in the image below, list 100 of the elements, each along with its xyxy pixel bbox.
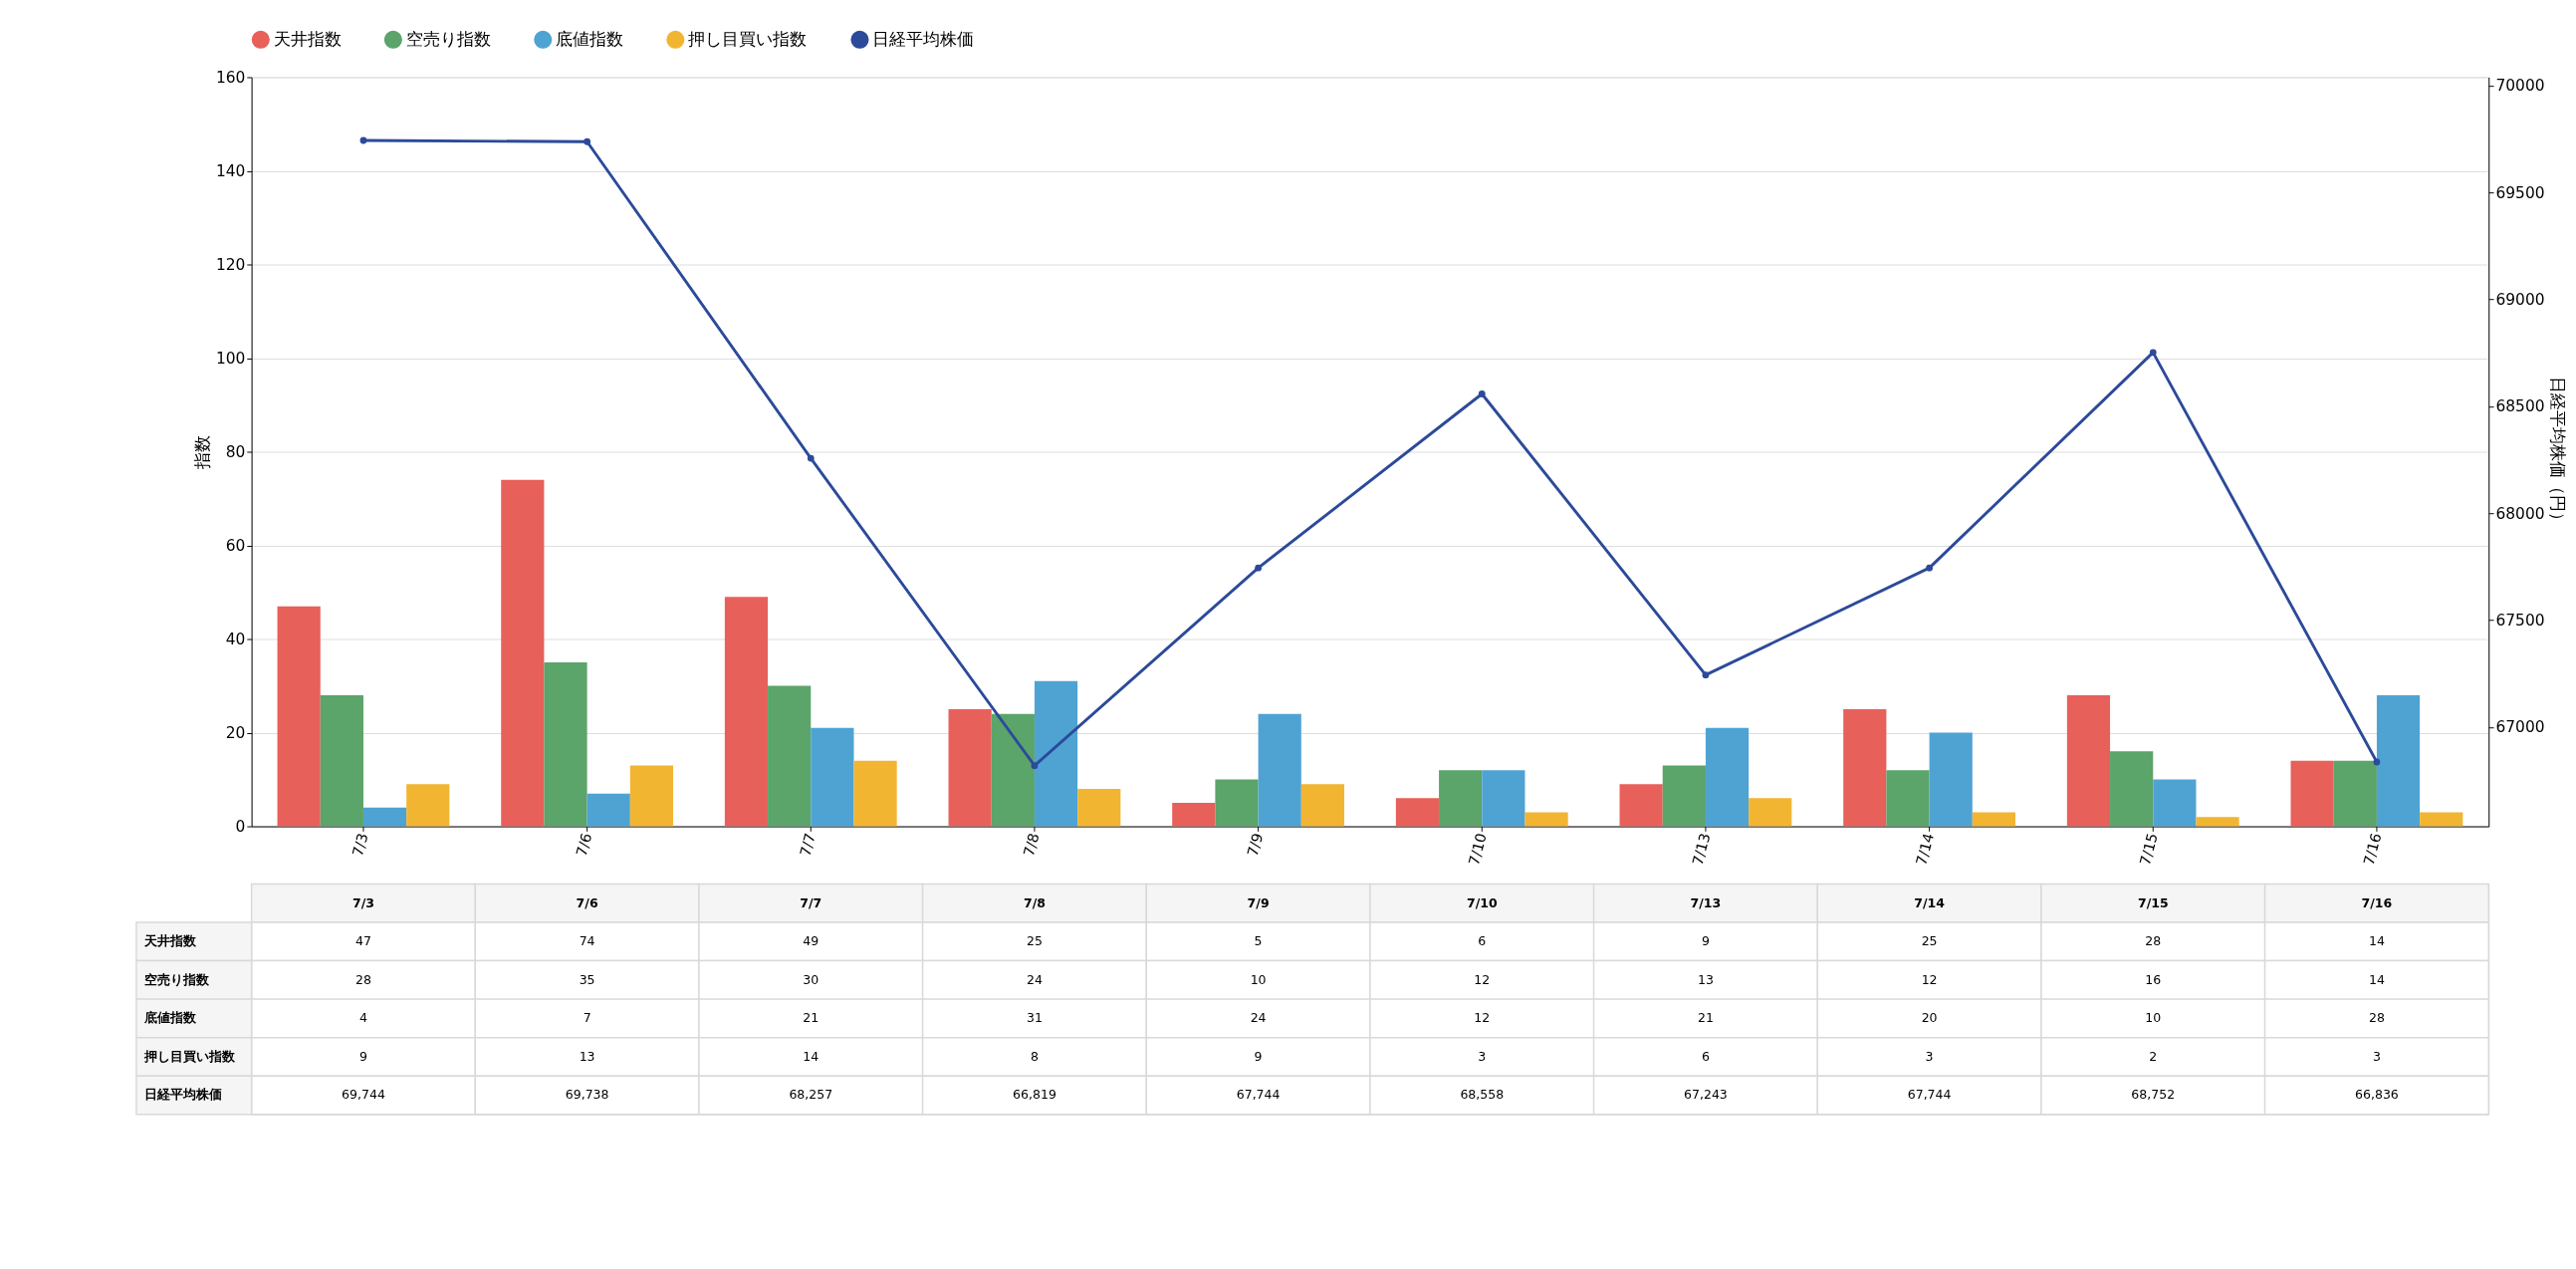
bar	[1524, 812, 1568, 827]
data-label: 10	[1250, 971, 1267, 987]
text: 底値指数	[143, 1010, 196, 1026]
y-tick-label: 140	[215, 161, 246, 180]
y2-tick-label: 69500	[2495, 183, 2545, 202]
bar	[1929, 732, 1973, 827]
data-label: 3	[1478, 1048, 1487, 1064]
point	[584, 137, 591, 145]
bar	[1395, 798, 1440, 827]
data-label: 24	[1026, 971, 1043, 987]
category-label: 7/8	[1023, 894, 1046, 910]
y2-tick-label: 69000	[2495, 290, 2545, 309]
category-label: 7/13	[1690, 894, 1722, 910]
data-label: 9	[1254, 1048, 1263, 1064]
bar	[629, 765, 674, 827]
x-tick-label: 7/8	[1021, 831, 1043, 859]
data-label: 67,243	[1684, 1087, 1728, 1103]
bar	[1439, 770, 1483, 827]
bar	[2376, 694, 2421, 827]
y-tick-label: 0	[235, 817, 246, 836]
data-label: 68,257	[789, 1087, 833, 1103]
bar	[2290, 760, 2334, 827]
data-label: 47	[354, 933, 371, 949]
x-tick-label: 7/15	[2136, 831, 2161, 868]
y-tick-label: 80	[225, 442, 246, 461]
data-label: 6	[1701, 1048, 1710, 1064]
x-tick-label: 7/7	[797, 831, 819, 859]
data-label: 68,558	[1460, 1087, 1505, 1103]
x-tick-label: 7/16	[2360, 831, 2385, 868]
data-label: 28	[2145, 933, 2162, 949]
legend-label: 押し目買い指数	[688, 28, 808, 49]
bar	[277, 606, 321, 827]
bar	[768, 685, 812, 827]
y-tick-label: 100	[215, 349, 246, 368]
legend-label: 底値指数	[556, 28, 624, 49]
data-label: 4	[358, 1010, 367, 1026]
data-label: 67,744	[1907, 1087, 1952, 1103]
y-tick-label: 160	[215, 68, 246, 87]
bar	[2333, 760, 2377, 827]
text: 天井指数	[143, 933, 196, 949]
data-label: 35	[579, 971, 595, 987]
text: 日経平均株価	[143, 1087, 222, 1103]
data-label: 66,819	[1013, 1087, 1056, 1103]
data-label: 49	[803, 933, 820, 949]
category-label: 7/15	[2137, 894, 2169, 910]
text: 押し目買い指数	[143, 1048, 235, 1064]
data-label: 69,738	[565, 1087, 609, 1103]
legend-label: 空売り指数	[405, 28, 491, 49]
point	[1478, 390, 1486, 397]
data-label: 12	[1921, 971, 1938, 987]
bar	[1077, 788, 1121, 827]
data-label: 69,744	[342, 1087, 385, 1103]
data-label: 10	[2145, 1010, 2162, 1026]
bar	[811, 727, 854, 827]
x-tick-label: 7/3	[350, 831, 371, 859]
point	[1702, 671, 1710, 679]
point	[359, 136, 367, 144]
category-label: 7/14	[1914, 894, 1945, 910]
data-label: 28	[354, 971, 371, 987]
bar	[1482, 770, 1525, 827]
bar	[320, 694, 363, 827]
data-label: 21	[1697, 1010, 1714, 1026]
bar	[1843, 709, 1887, 827]
data-label: 3	[1925, 1048, 1934, 1064]
bar	[2110, 751, 2154, 827]
x-tick-label: 7/13	[1689, 831, 1714, 868]
y2-tick-label: 68500	[2495, 397, 2545, 416]
data-label: 7	[583, 1010, 591, 1026]
legend-label: 日経平均株価	[872, 28, 975, 49]
bar	[586, 793, 630, 827]
y2-tick-label: 70000	[2495, 77, 2545, 96]
bar	[1172, 803, 1216, 827]
bar	[1619, 784, 1663, 827]
bar	[1215, 779, 1259, 827]
data-label: 66,836	[2355, 1087, 2399, 1103]
data-label: 13	[1697, 971, 1714, 987]
bar	[1300, 784, 1345, 827]
category-label: 7/3	[351, 894, 374, 910]
data-label: 13	[579, 1048, 595, 1064]
bar	[2066, 694, 2111, 827]
category-label: 7/10	[1466, 894, 1498, 910]
data-label: 20	[1921, 1010, 1938, 1026]
y-tick-label: 20	[225, 723, 246, 742]
point	[2149, 349, 2157, 357]
bar	[501, 479, 545, 827]
data-label: 2	[2149, 1048, 2158, 1064]
data-label: 31	[1026, 1010, 1043, 1026]
point	[1031, 762, 1039, 770]
data-label: 5	[1254, 933, 1263, 949]
data-label: 21	[803, 1010, 820, 1026]
bar	[1258, 713, 1301, 827]
x-tick-label: 7/10	[1465, 831, 1490, 868]
point	[1255, 564, 1263, 572]
bar	[2420, 812, 2463, 827]
data-label: 25	[1026, 933, 1043, 949]
data-label: 9	[358, 1048, 367, 1064]
bar	[1705, 727, 1750, 827]
y2-tick-label: 68000	[2495, 504, 2545, 523]
x-tick-label: 7/14	[1913, 831, 1938, 868]
data-label: 14	[2368, 971, 2385, 987]
